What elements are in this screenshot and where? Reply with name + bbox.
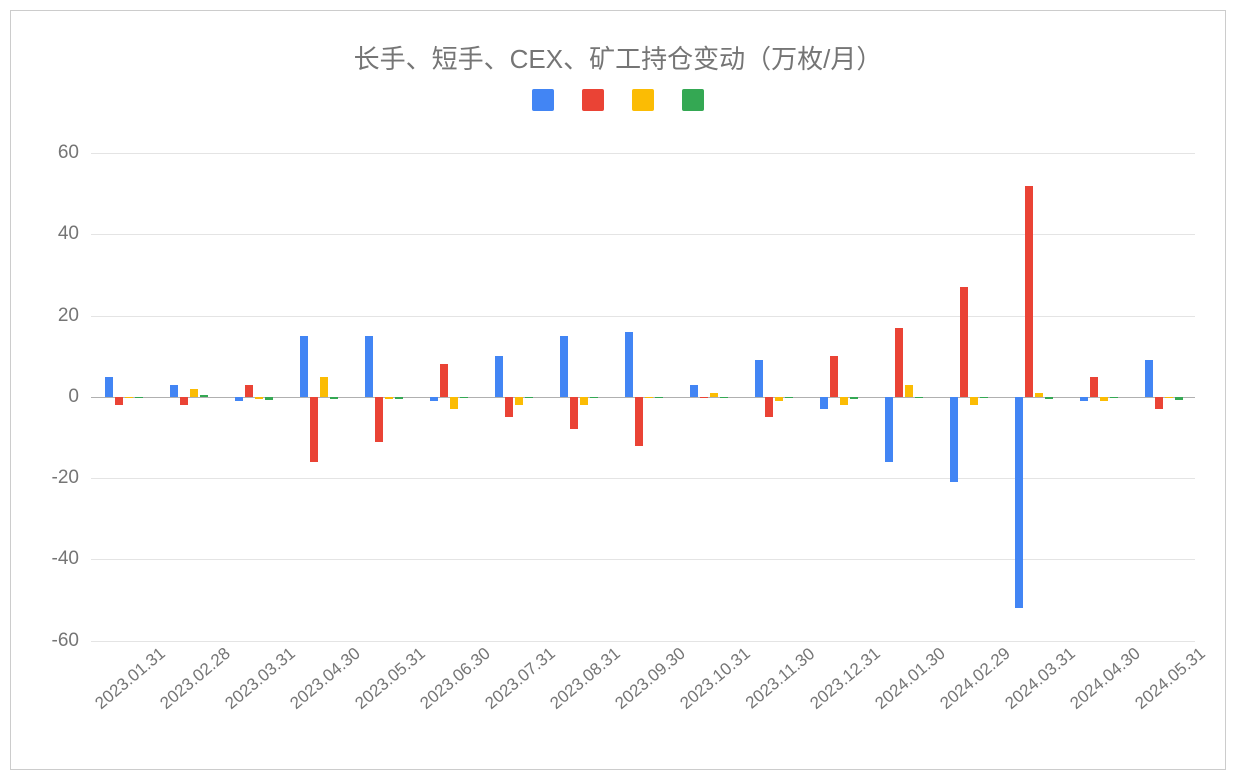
bar <box>1145 360 1153 397</box>
bar <box>495 356 503 397</box>
bar <box>505 397 513 417</box>
bar <box>375 397 383 442</box>
bar <box>395 397 403 399</box>
bar <box>1175 397 1183 400</box>
plot-area: -60-40-200204060 <box>91 141 1195 659</box>
chart-frame: 长手、短手、CEX、矿工持仓变动（万枚/月） -60-40-200204060 … <box>10 10 1226 770</box>
bar <box>245 385 253 397</box>
legend-swatch-1 <box>532 89 554 111</box>
bar <box>1025 186 1033 397</box>
legend-swatch-4 <box>682 89 704 111</box>
bar <box>300 336 308 397</box>
bar <box>235 397 243 401</box>
bar <box>690 385 698 397</box>
legend-swatch-3 <box>632 89 654 111</box>
bar <box>885 397 893 462</box>
bar <box>635 397 643 446</box>
bar <box>710 393 718 397</box>
bar <box>720 397 728 398</box>
bar <box>655 397 663 398</box>
bar <box>560 336 568 397</box>
bar <box>840 397 848 405</box>
bar <box>765 397 773 417</box>
y-tick-label: 40 <box>58 223 91 245</box>
bar <box>1045 397 1053 399</box>
chart-title: 长手、短手、CEX、矿工持仓变动（万枚/月） <box>11 39 1225 76</box>
y-tick-label: 60 <box>58 142 91 164</box>
bar <box>950 397 958 482</box>
bar <box>365 336 373 397</box>
bar <box>1155 397 1163 409</box>
bar <box>895 328 903 397</box>
bar <box>830 356 838 397</box>
bar <box>1080 397 1088 401</box>
y-tick-label: -40 <box>52 548 91 570</box>
bar <box>515 397 523 405</box>
bar <box>180 397 188 405</box>
bar <box>105 377 113 397</box>
y-tick-label: -20 <box>52 467 91 489</box>
bar <box>330 397 338 399</box>
bar <box>170 385 178 397</box>
bar <box>255 397 263 399</box>
bar <box>460 397 468 398</box>
bar <box>1110 397 1118 398</box>
bar <box>320 377 328 397</box>
bar <box>580 397 588 405</box>
bar <box>1035 393 1043 397</box>
bar <box>980 397 988 398</box>
chart-legend <box>11 89 1225 111</box>
bar <box>820 397 828 409</box>
bar <box>625 332 633 397</box>
bar <box>960 287 968 397</box>
bar <box>755 360 763 397</box>
y-tick-label: 0 <box>68 386 91 408</box>
bar <box>905 385 913 397</box>
bar <box>850 397 858 399</box>
bar <box>1090 377 1098 397</box>
bar <box>785 397 793 398</box>
bar <box>190 389 198 397</box>
bar <box>450 397 458 409</box>
bar <box>385 397 393 399</box>
bar <box>440 364 448 397</box>
y-tick-label: -60 <box>52 630 91 652</box>
bar <box>590 397 598 398</box>
bar <box>525 397 533 398</box>
bar <box>310 397 318 462</box>
x-axis-labels: 2023.01.312023.02.282023.03.312023.04.30… <box>91 659 1195 769</box>
bar <box>430 397 438 401</box>
bar <box>700 397 708 398</box>
bar <box>1015 397 1023 608</box>
bar <box>570 397 578 430</box>
bar <box>125 397 133 398</box>
bar <box>265 397 273 400</box>
bar <box>970 397 978 405</box>
legend-swatch-2 <box>582 89 604 111</box>
bar <box>200 395 208 397</box>
y-tick-label: 20 <box>58 305 91 327</box>
bar <box>645 397 653 398</box>
bar <box>915 397 923 398</box>
bar <box>135 397 143 398</box>
bar <box>1100 397 1108 401</box>
bar <box>115 397 123 405</box>
bar <box>1165 397 1173 398</box>
bar <box>775 397 783 401</box>
